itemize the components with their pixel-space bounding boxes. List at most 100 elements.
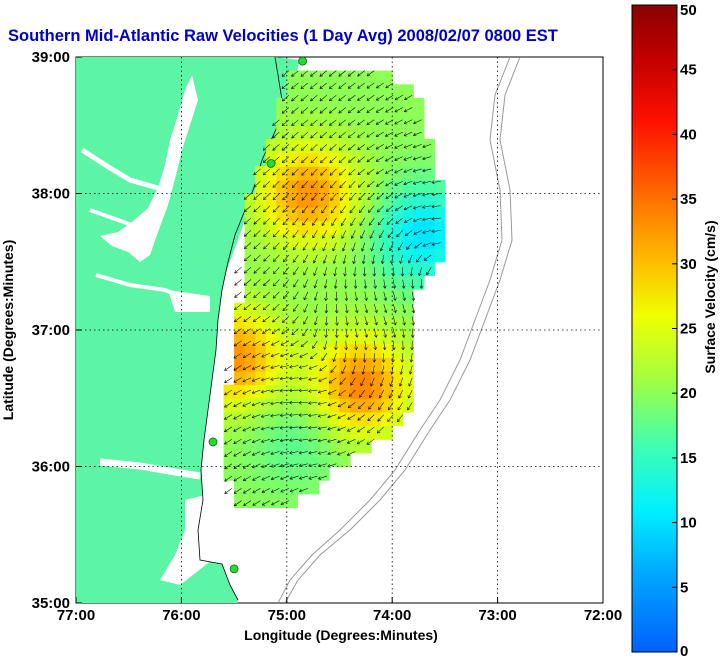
velocity-cell [350,357,361,371]
velocity-cell [424,166,435,180]
velocity-cell [340,426,351,440]
velocity-cell [340,330,351,344]
velocity-cell [403,194,414,208]
y-tick-label: 37:00 [32,322,70,339]
velocity-cell [382,194,393,208]
velocity-cell [255,453,266,467]
velocity-cell [308,98,319,112]
velocity-cell [403,234,414,248]
velocity-cell [382,412,393,426]
velocity-cell [308,480,319,494]
velocity-cell [308,139,319,153]
velocity-cell [371,180,382,194]
velocity-cell [318,303,329,317]
velocity-cell [392,289,403,303]
velocity-cell [318,180,329,194]
velocity-cell [245,453,256,467]
velocity-cell [287,398,298,412]
velocity-cell [403,166,414,180]
radar-station-marker [209,438,217,446]
velocity-cell [276,357,287,371]
velocity-cell [329,303,340,317]
velocity-cell [413,275,424,289]
velocity-cell [434,221,445,235]
velocity-cell [276,125,287,139]
velocity-cell [382,262,393,276]
velocity-cell [234,371,245,385]
velocity-cell [329,153,340,167]
velocity-cell [371,426,382,440]
velocity-cell [287,289,298,303]
velocity-cell [350,426,361,440]
velocity-cell [382,234,393,248]
velocity-cell [403,180,414,194]
velocity-cell [382,180,393,194]
velocity-cell [276,398,287,412]
velocity-cell [403,98,414,112]
velocity-cell [403,357,414,371]
velocity-cell [361,84,372,98]
velocity-cell [382,71,393,85]
velocity-cell [255,289,266,303]
velocity-cell [245,207,256,221]
velocity-cell [318,194,329,208]
velocity-cell [340,71,351,85]
colorbar-tick-label: 5 [680,579,688,596]
velocity-cell [340,153,351,167]
velocity-cell [308,194,319,208]
velocity-cell [308,221,319,235]
velocity-cell [382,330,393,344]
velocity-cell [255,439,266,453]
velocity-cell [340,248,351,262]
velocity-cell [245,385,256,399]
velocity-cell [392,166,403,180]
radar-station-marker [267,159,275,167]
velocity-cell [318,344,329,358]
velocity-cell [371,194,382,208]
velocity-cell [329,289,340,303]
velocity-cell [266,262,277,276]
velocity-cell [329,125,340,139]
velocity-cell [245,426,256,440]
velocity-cell [318,112,329,126]
velocity-cell [361,194,372,208]
velocity-cell [403,398,414,412]
chart-title: Southern Mid-Atlantic Raw Velocities (1 … [8,27,558,45]
velocity-cell [350,194,361,208]
colorbar-tick-label: 50 [680,2,697,19]
velocity-cell [224,426,235,440]
velocity-cell [245,194,256,208]
velocity-cell [234,439,245,453]
velocity-cell [297,385,308,399]
velocity-cell [276,494,287,508]
y-tick-label: 39:00 [32,49,70,66]
velocity-cell [392,262,403,276]
velocity-cell [340,289,351,303]
velocity-cell [350,439,361,453]
velocity-cell [245,412,256,426]
velocity-cell [297,412,308,426]
velocity-cell [340,344,351,358]
velocity-cell [276,194,287,208]
velocity-cell [371,289,382,303]
velocity-cell [308,207,319,221]
velocity-cell [392,303,403,317]
velocity-cell [329,344,340,358]
velocity-cell [392,248,403,262]
velocity-cell [308,344,319,358]
velocity-cell [308,371,319,385]
velocity-cell [361,221,372,235]
velocity-cell [297,71,308,85]
velocity-cell [329,112,340,126]
velocity-cell [350,289,361,303]
velocity-cell [371,412,382,426]
velocity-cell [276,316,287,330]
colorbar-tick-label: 20 [680,385,697,402]
velocity-cell [382,275,393,289]
y-tick-label: 36:00 [32,459,70,476]
velocity-cell [297,439,308,453]
velocity-cell [413,139,424,153]
velocity-cell [413,166,424,180]
velocity-cell [382,139,393,153]
